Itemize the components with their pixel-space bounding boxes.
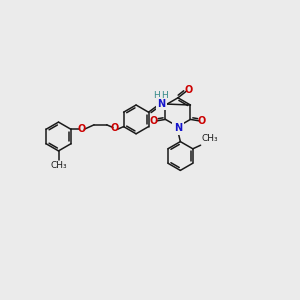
Text: H: H <box>161 91 168 100</box>
Text: O: O <box>198 116 206 126</box>
Text: N: N <box>174 123 182 134</box>
Text: N: N <box>157 99 165 109</box>
Text: CH₃: CH₃ <box>202 134 218 143</box>
Text: O: O <box>184 85 193 95</box>
Text: O: O <box>111 123 119 134</box>
Text: CH₃: CH₃ <box>50 161 67 170</box>
Text: O: O <box>77 124 86 134</box>
Text: H: H <box>153 91 160 100</box>
Text: O: O <box>150 116 158 126</box>
